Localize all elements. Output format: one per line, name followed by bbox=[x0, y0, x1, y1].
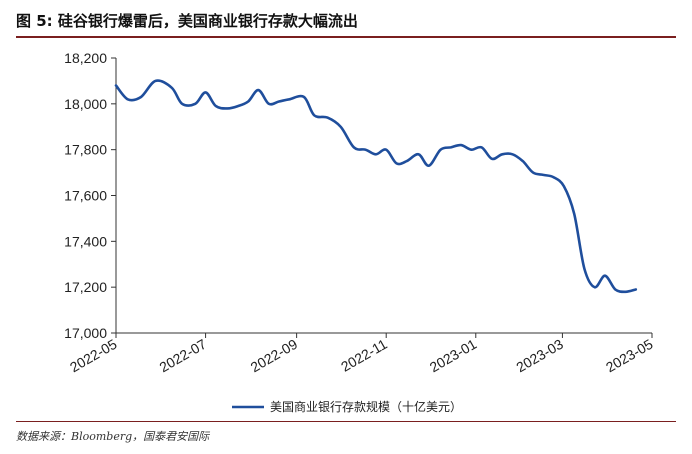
x-tick-label: 2023-05 bbox=[603, 336, 656, 376]
chart-title: 图 5: 硅谷银行爆雷后，美国商业银行存款大幅流出 bbox=[16, 12, 358, 30]
x-tick-label: 2022-07 bbox=[157, 336, 210, 376]
legend-label: 美国商业银行存款规模（十亿美元） bbox=[270, 399, 462, 414]
y-tick-label: 18,000 bbox=[64, 96, 107, 112]
y-tick-label: 17,600 bbox=[64, 188, 107, 204]
y-tick-label: 17,800 bbox=[64, 142, 107, 158]
y-tick-label: 17,400 bbox=[64, 233, 107, 249]
chart-axes: 17,000 17,200 17,400 17,600 17,800 18,000 18,2… bbox=[64, 50, 656, 375]
series-line bbox=[114, 79, 638, 294]
y-tick-label: 18,200 bbox=[64, 50, 107, 66]
x-tick-label: 2023-03 bbox=[513, 336, 566, 376]
x-tick-label: 2023-01 bbox=[427, 336, 480, 376]
source-note: 数据来源：Bloomberg，国泰君安国际 bbox=[16, 430, 210, 443]
plot-area bbox=[114, 79, 638, 294]
y-tick-label: 17,200 bbox=[64, 279, 107, 295]
x-tick-label: 2022-09 bbox=[248, 336, 301, 376]
title-bar: 图 5: 硅谷银行爆雷后，美国商业银行存款大幅流出 bbox=[16, 6, 676, 38]
chart-legend: 美国商业银行存款规模（十亿美元） bbox=[232, 399, 462, 414]
footer-rule bbox=[16, 421, 676, 422]
x-tick-label: 2022-05 bbox=[67, 336, 120, 376]
x-tick-label: 2022-11 bbox=[338, 336, 390, 375]
y-tick-label: 17,000 bbox=[64, 325, 107, 341]
